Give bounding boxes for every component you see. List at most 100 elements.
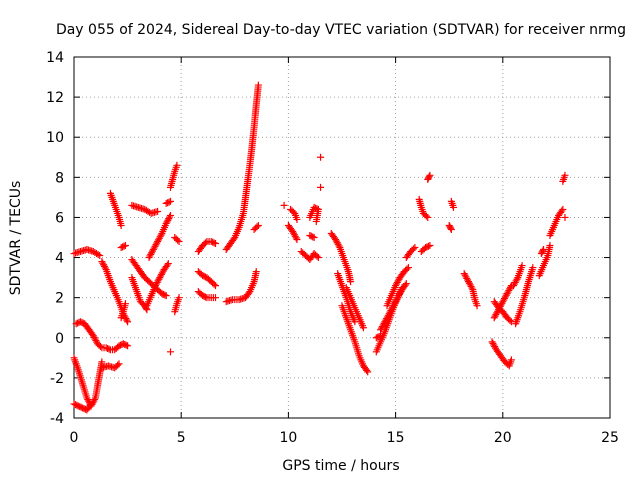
data-point (151, 242, 159, 250)
data-point (364, 368, 372, 376)
data-point (393, 295, 401, 303)
data-point (96, 342, 104, 350)
chart-title: Day 055 of 2024, Sidereal Day-to-day VTE… (56, 22, 626, 38)
data-point (114, 361, 122, 369)
data-point (502, 291, 510, 299)
data-point (401, 281, 409, 289)
data-point (148, 247, 156, 255)
data-point (388, 305, 396, 313)
y-tick-label: 0 (55, 331, 64, 347)
data-point (540, 246, 548, 254)
data-point (124, 318, 132, 326)
data-point (392, 297, 400, 305)
data-point (166, 197, 174, 205)
data-point (105, 345, 113, 353)
data-point (162, 219, 170, 227)
data-point (501, 294, 509, 302)
data-point (147, 250, 155, 258)
data-point (504, 288, 512, 296)
y-tick-label: -4 (50, 411, 64, 427)
data-point (390, 300, 398, 308)
data-point (558, 207, 566, 215)
data-point (500, 296, 508, 304)
data-point (347, 278, 355, 286)
data-point (493, 309, 501, 317)
data-point (385, 310, 393, 318)
data-point (392, 280, 400, 288)
data-point (293, 236, 301, 244)
data-point (380, 319, 388, 327)
data-point (466, 281, 474, 289)
data-point (166, 348, 174, 356)
data-point (210, 280, 218, 288)
x-tick-labels: 0 5 10 15 20 25 (70, 430, 619, 446)
data-point (389, 303, 397, 311)
data-point (254, 221, 262, 229)
data-point (153, 239, 161, 247)
data-point (245, 289, 253, 297)
data-point (253, 223, 261, 231)
data-point (120, 242, 128, 250)
data-point (155, 275, 163, 283)
data-point (546, 242, 554, 250)
data-point (212, 294, 220, 302)
data-point (280, 201, 288, 209)
data-point (148, 249, 156, 257)
data-point (392, 282, 400, 290)
data-point (156, 274, 164, 282)
data-point (503, 290, 511, 298)
y-tick-label: -2 (50, 371, 64, 387)
data-point (83, 394, 91, 402)
data-point (149, 246, 157, 254)
data-point (499, 298, 507, 306)
data-point (384, 311, 392, 319)
data-point (539, 247, 547, 255)
data-point (386, 308, 394, 316)
data-point (210, 239, 218, 247)
data-point (121, 300, 129, 308)
data-point (89, 332, 97, 340)
data-point (351, 318, 359, 326)
data-point (290, 229, 298, 237)
data-point (317, 153, 325, 161)
data-point (382, 316, 390, 324)
data-point (161, 291, 169, 299)
data-point (463, 274, 471, 282)
data-point (154, 238, 162, 246)
data-point (492, 311, 500, 319)
data-point (506, 285, 514, 293)
data-point (332, 236, 340, 244)
data-point (212, 240, 220, 248)
plot-frame (73, 56, 611, 419)
data-point (422, 212, 430, 220)
data-point (154, 277, 162, 285)
data-point (510, 280, 518, 288)
y-axis-label: SDTVAR / TECUs (8, 181, 24, 296)
data-point (506, 316, 514, 324)
data-point (115, 360, 123, 368)
data-point (289, 227, 297, 235)
data-point (507, 283, 515, 291)
data-point (84, 396, 92, 404)
data-point (164, 216, 172, 224)
data-point (174, 236, 182, 244)
data-point (293, 215, 301, 223)
y-tick-label: 10 (46, 130, 64, 146)
data-point (145, 254, 153, 262)
x-tick-label: 15 (387, 430, 405, 446)
data-points (70, 81, 569, 414)
data-point (396, 289, 404, 297)
data-point (501, 293, 509, 301)
data-point (510, 282, 518, 290)
data-point (155, 234, 163, 242)
data-point (163, 261, 171, 269)
data-point (518, 262, 526, 270)
data-point (498, 299, 506, 307)
data-point (394, 294, 402, 302)
axis-ticks (73, 56, 611, 419)
data-point (561, 213, 569, 221)
data-point (378, 323, 386, 331)
data-point (449, 203, 457, 211)
data-point (122, 315, 130, 323)
data-point (310, 234, 318, 241)
